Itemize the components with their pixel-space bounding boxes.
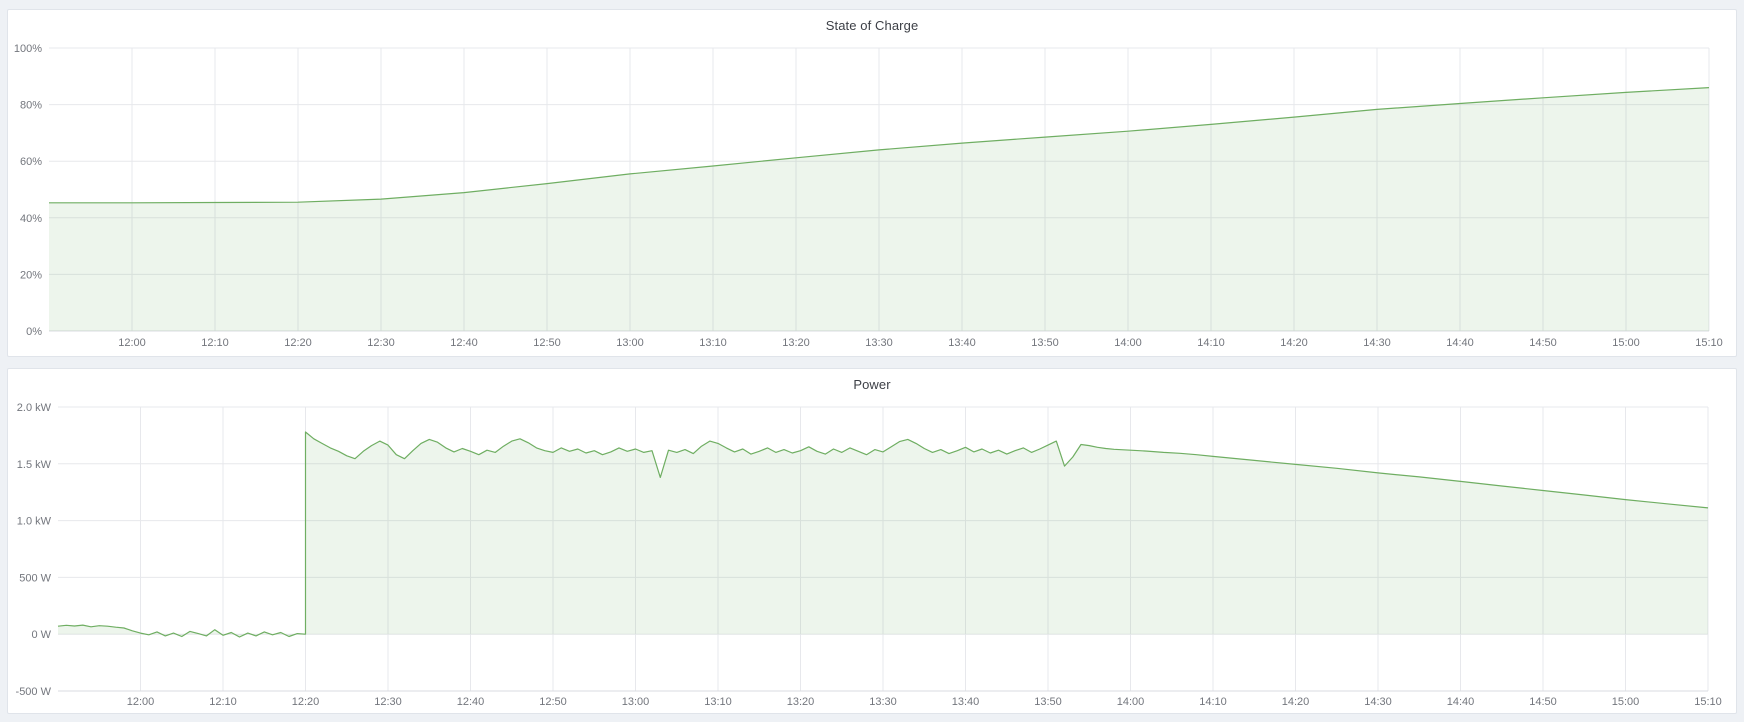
panel-power: Power -500 W 0 W 500 W 1.0 kW 1.5 kW 2.0 kW 12…	[7, 368, 1737, 714]
x-tick-label: 12:10	[201, 337, 229, 349]
y-tick-label: 500 W	[19, 572, 51, 584]
x-tick-label: 12:40	[450, 337, 478, 349]
panel-title-state-of-charge: State of Charge	[825, 17, 919, 33]
x-tick-label: 12:30	[374, 696, 402, 708]
x-tick-label: 14:30	[1364, 696, 1392, 708]
grid	[49, 47, 1710, 332]
x-tick-label: 13:20	[782, 337, 810, 349]
x-tick-label: 12:10	[209, 696, 237, 708]
x-tick-label: 12:00	[118, 337, 146, 349]
x-tick-label: 13:40	[952, 696, 980, 708]
x-tick-label: 12:50	[533, 337, 561, 349]
x-tick-label: 14:20	[1282, 696, 1310, 708]
y-tick-label: 1.5 kW	[17, 459, 52, 471]
x-tick-label: 13:50	[1031, 337, 1059, 349]
x-tick-label: 13:30	[869, 696, 897, 708]
x-tick-label: 14:10	[1199, 696, 1227, 708]
x-tick-label: 14:40	[1447, 696, 1475, 708]
x-tick-label: 15:10	[1694, 696, 1722, 708]
x-tick-label: 13:50	[1034, 696, 1062, 708]
x-tick-label: 12:20	[292, 696, 320, 708]
x-tick-label: 13:00	[616, 337, 644, 349]
x-tick-label: 15:00	[1612, 337, 1640, 349]
panel-title-power: Power	[853, 376, 891, 392]
x-tick-label: 14:40	[1446, 337, 1474, 349]
soc-chart[interactable]: 0% 20% 40% 60% 80% 100% 12:00 12:10 12:20 12:30 12…	[8, 40, 1736, 356]
x-tick-label: 13:00	[622, 696, 650, 708]
x-tick-label: 12:50	[539, 696, 567, 708]
x-tick-label: 13:10	[704, 696, 732, 708]
panel-state-of-charge: State of Charge 0% 20% 40% 60% 80% 100% 12:00 1…	[7, 9, 1737, 357]
axis-labels: -500 W 0 W 500 W 1.0 kW 1.5 kW 2.0 kW 12:00 12:…	[16, 402, 1722, 708]
x-tick-label: 13:30	[865, 337, 893, 349]
series-area	[49, 87, 1709, 331]
x-tick-label: 14:20	[1280, 337, 1308, 349]
y-tick-label: 20%	[20, 269, 42, 281]
x-tick-label: 12:20	[284, 337, 312, 349]
x-tick-label: 12:00	[127, 696, 155, 708]
y-tick-label: 0%	[26, 326, 42, 338]
series-area	[58, 432, 1708, 637]
x-tick-label: 14:30	[1363, 337, 1391, 349]
grid	[58, 406, 1709, 692]
x-tick-label: 14:00	[1117, 696, 1145, 708]
series-line	[57, 431, 1709, 638]
x-tick-label: 14:50	[1529, 696, 1557, 708]
y-tick-label: 2.0 kW	[17, 402, 52, 414]
x-tick-label: 13:20	[787, 696, 815, 708]
x-tick-label: 12:30	[367, 337, 395, 349]
x-tick-label: 14:10	[1197, 337, 1225, 349]
x-tick-label: 13:10	[699, 337, 727, 349]
y-tick-label: 100%	[14, 43, 42, 55]
x-tick-label: 14:00	[1114, 337, 1142, 349]
series-line	[49, 87, 1710, 204]
x-tick-label: 15:10	[1695, 337, 1723, 349]
y-tick-label: 80%	[20, 100, 42, 112]
y-tick-label: 0 W	[31, 629, 51, 641]
x-tick-label: 14:50	[1529, 337, 1557, 349]
axis-labels: 0% 20% 40% 60% 80% 100% 12:00 12:10 12:20 12:30 12…	[14, 43, 1723, 349]
y-tick-label: 1.0 kW	[17, 516, 52, 528]
panel-header-state-of-charge[interactable]: State of Charge	[8, 10, 1736, 40]
power-chart[interactable]: -500 W 0 W 500 W 1.0 kW 1.5 kW 2.0 kW 12:00 12:…	[8, 399, 1736, 713]
x-tick-label: 13:40	[948, 337, 976, 349]
x-tick-label: 15:00	[1612, 696, 1640, 708]
y-tick-label: -500 W	[16, 686, 52, 698]
x-tick-label: 12:40	[457, 696, 485, 708]
y-tick-label: 40%	[20, 213, 42, 225]
y-tick-label: 60%	[20, 156, 42, 168]
panel-header-power[interactable]: Power	[8, 369, 1736, 399]
